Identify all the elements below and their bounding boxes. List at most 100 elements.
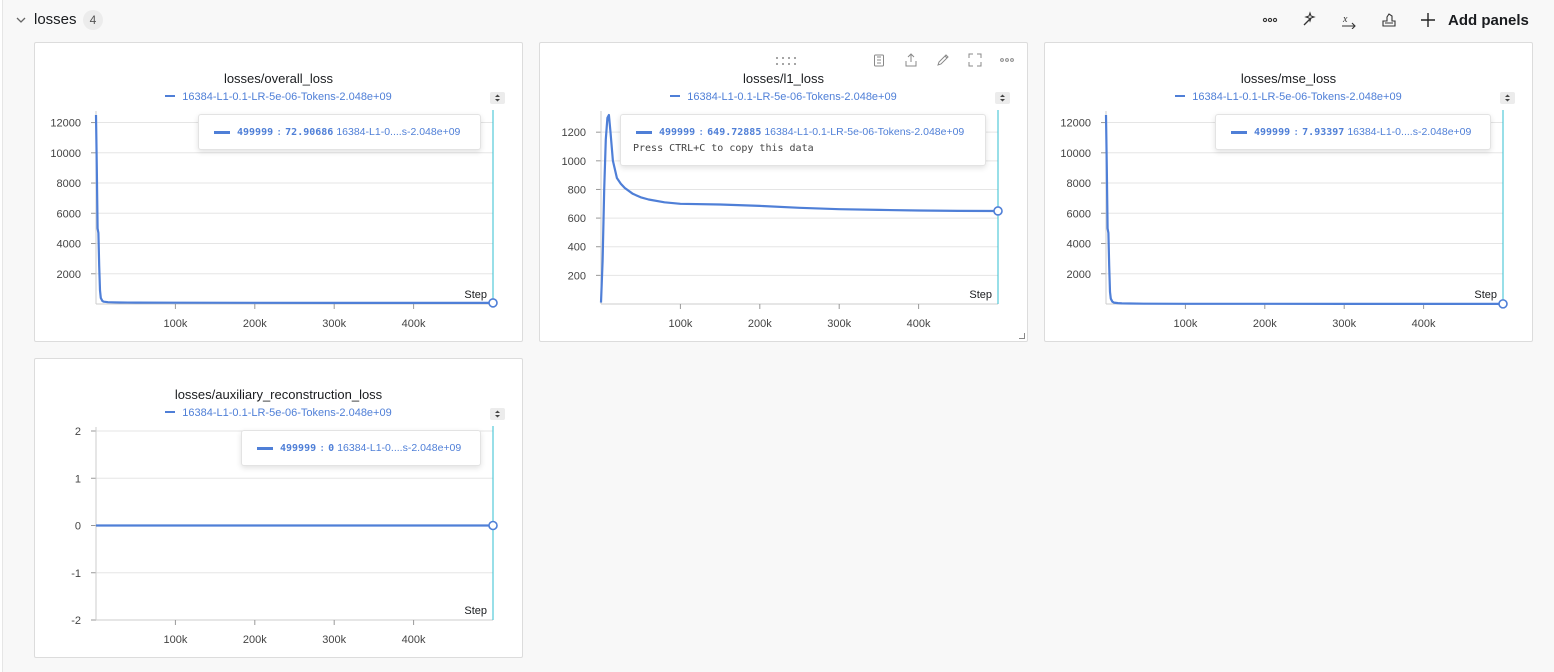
tooltip-run-name: 16384-L1-0....s-2.048e+09 — [337, 442, 462, 454]
y-tick-label: 4000 — [1067, 239, 1091, 251]
legend-swatch — [670, 95, 681, 98]
chart-plot-area[interactable]: 200 400 600 800 1000 1200 100k 200k 300k 400k Step — [540, 43, 1029, 343]
x-tick-label: 200k — [243, 634, 267, 646]
chart-legend[interactable]: 16384-L1-0.1-LR-5e-06-Tokens-2.048e+09 — [35, 91, 522, 103]
y-tick-label: 1200 — [562, 127, 586, 139]
add-panels-button[interactable]: Add panels — [1420, 8, 1529, 32]
edit-pencil-icon[interactable] — [934, 51, 952, 69]
tooltip-value: 0 — [328, 442, 335, 454]
legend-run-name: 16384-L1-0.1-LR-5e-06-Tokens-2.048e+09 — [1192, 91, 1402, 103]
tooltip-run-name: 16384-L1-0....s-2.048e+09 — [336, 126, 461, 138]
chart-panel-overall-loss[interactable]: losses/overall_loss 16384-L1-0.1-LR-5e-0… — [34, 42, 523, 342]
tooltip-run-name: 16384-L1-0.1-LR-5e-06-Tokens-2.048e+09 — [764, 126, 965, 138]
hover-tooltip: 499999:649.72885 16384-L1-0.1-LR-5e-06-To… — [620, 114, 986, 166]
legend-expand-icon[interactable] — [1500, 92, 1515, 104]
y-tick-label: 0 — [75, 521, 81, 533]
svg-text:x: x — [1342, 14, 1348, 25]
legend-expand-icon[interactable] — [490, 92, 505, 104]
chevron-down-icon[interactable] — [14, 13, 28, 27]
chart-plot-area[interactable]: -2 -1 0 1 2 100k 200k 300k 400k Step — [35, 359, 524, 659]
chart-legend[interactable]: 16384-L1-0.1-LR-5e-06-Tokens-2.048e+09 — [1045, 91, 1532, 103]
chart-legend[interactable]: 16384-L1-0.1-LR-5e-06-Tokens-2.048e+09 — [35, 407, 522, 419]
tooltip-value: 72.90686 — [285, 126, 334, 138]
more-options-icon[interactable] — [1259, 9, 1281, 31]
x-tick-label: 200k — [243, 318, 267, 330]
legend-expand-icon[interactable] — [995, 92, 1010, 104]
y-tick-label: 2000 — [1067, 269, 1091, 281]
x-tick-label: 300k — [827, 318, 851, 330]
left-edge-strip — [0, 0, 3, 672]
legend-swatch — [165, 95, 176, 98]
x-tick-label: 300k — [322, 318, 346, 330]
x-tick-label: 300k — [322, 634, 346, 646]
section-header: losses 4 x Add panels — [0, 0, 1554, 40]
tooltip-step: 499999 — [1254, 126, 1291, 138]
y-tick-label: 2000 — [57, 269, 81, 281]
y-tick-label: 12000 — [1060, 118, 1091, 130]
resize-handle[interactable] — [1019, 333, 1025, 339]
panel-title: losses/mse_loss — [1240, 71, 1337, 86]
x-axis-label: Step — [969, 289, 992, 301]
x-tick-label: 100k — [1173, 318, 1197, 330]
section-title[interactable]: losses — [34, 11, 77, 28]
legend-run-name: 16384-L1-0.1-LR-5e-06-Tokens-2.048e+09 — [687, 91, 897, 103]
chart-plot-area[interactable]: 2000 4000 6000 8000 10000 12000 100k 200k 300k 40… — [35, 43, 524, 343]
chart-panel-mse-loss[interactable]: losses/mse_loss 16384-L1-0.1-LR-5e-06-To… — [1044, 42, 1533, 342]
x-tick-label: 100k — [668, 318, 692, 330]
x-tick-label: 100k — [163, 318, 187, 330]
hover-point-marker — [1498, 299, 1508, 309]
hover-point-marker — [488, 298, 498, 308]
panel-count-badge: 4 — [83, 10, 103, 30]
chart-panel-l1-loss[interactable]: losses/l1_loss 16384-L1-0.1-LR-5e-06-Tok… — [539, 42, 1028, 342]
clean-icon[interactable] — [1378, 9, 1400, 31]
tooltip-step: 499999 — [280, 442, 317, 454]
add-panels-label: Add panels — [1448, 11, 1529, 29]
y-tick-label: 4000 — [57, 239, 81, 251]
x-tick-label: 400k — [402, 318, 426, 330]
export-icon[interactable] — [902, 51, 920, 69]
chart-plot-area[interactable]: 2000 4000 6000 8000 10000 12000 100k 200k 300k 40… — [1045, 43, 1534, 343]
chart-panel-auxiliary-reconstruction-loss[interactable]: losses/auxiliary_reconstruction_loss 163… — [34, 358, 523, 658]
panel-title: losses/overall_loss — [223, 71, 334, 86]
x-axis-icon[interactable]: x — [1338, 9, 1360, 31]
y-tick-label: 200 — [568, 270, 586, 282]
hover-tooltip: 499999:72.90686 16384-L1-0....s-2.048e+09 — [198, 114, 481, 150]
legend-run-name: 16384-L1-0.1-LR-5e-06-Tokens-2.048e+09 — [182, 407, 392, 419]
panel-more-options-icon[interactable] — [998, 51, 1016, 69]
magic-wand-icon[interactable] — [1297, 9, 1319, 31]
y-tick-label: -1 — [71, 568, 81, 580]
hover-point-marker — [993, 206, 1003, 216]
legend-swatch — [165, 411, 176, 414]
x-tick-label: 100k — [163, 634, 187, 646]
chart-legend[interactable]: 16384-L1-0.1-LR-5e-06-Tokens-2.048e+09 — [540, 91, 1027, 103]
x-tick-label: 200k — [1253, 318, 1277, 330]
clipboard-icon[interactable] — [870, 51, 888, 69]
series-line — [599, 113, 999, 303]
hover-point-marker — [488, 520, 498, 531]
tooltip-value: 7.93397 — [1302, 126, 1345, 138]
hover-tooltip: 499999:7.93397 16384-L1-0....s-2.048e+09 — [1215, 114, 1491, 150]
legend-expand-icon[interactable] — [490, 408, 505, 420]
y-tick-label: 8000 — [57, 178, 81, 190]
panel-title: losses/l1_loss — [743, 71, 824, 86]
y-tick-label: -2 — [71, 615, 81, 627]
y-tick-label: 1 — [75, 473, 81, 485]
x-tick-label: 400k — [402, 634, 426, 646]
y-tick-label: 400 — [568, 242, 586, 254]
y-tick-label: 1000 — [562, 156, 586, 168]
x-tick-label: 200k — [748, 318, 772, 330]
legend-swatch — [1175, 95, 1186, 98]
tooltip-run-name: 16384-L1-0....s-2.048e+09 — [1347, 126, 1472, 138]
y-tick-label: 600 — [568, 213, 586, 225]
x-tick-label: 400k — [1412, 318, 1436, 330]
panel-title: losses/auxiliary_reconstruction_loss — [174, 387, 383, 402]
y-tick-label: 12000 — [50, 118, 81, 130]
y-tick-label: 6000 — [57, 208, 81, 220]
series-line — [94, 114, 493, 304]
legend-run-name: 16384-L1-0.1-LR-5e-06-Tokens-2.048e+09 — [182, 91, 392, 103]
tooltip-step: 499999 — [237, 126, 274, 138]
tooltip-value: 649.72885 — [707, 126, 762, 138]
drag-handle-icon[interactable] — [773, 52, 799, 70]
fullscreen-icon[interactable] — [966, 51, 984, 69]
x-tick-label: 300k — [1332, 318, 1356, 330]
